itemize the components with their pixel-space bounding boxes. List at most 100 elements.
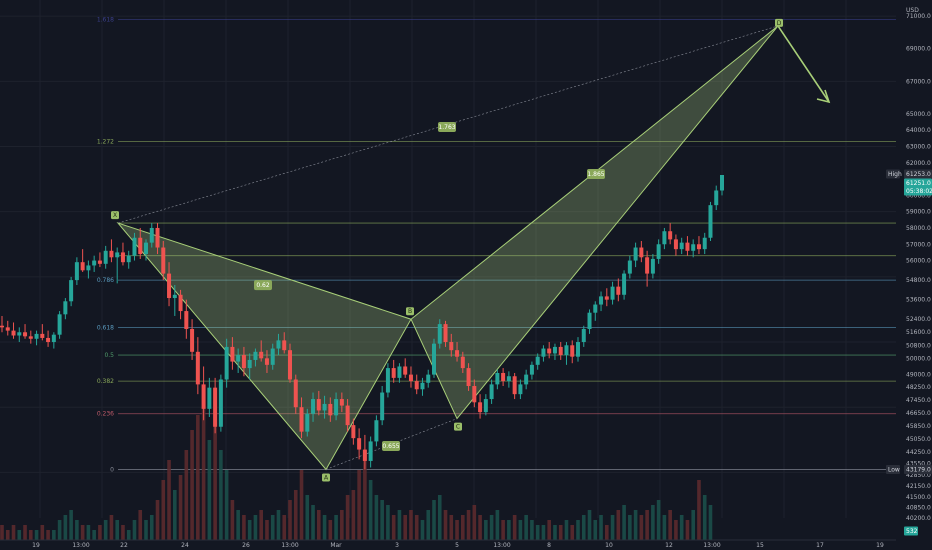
volume-bar: [674, 520, 678, 540]
volume-bar: [282, 515, 287, 540]
volume-bar: [86, 525, 91, 540]
candle-body: [656, 244, 661, 259]
pattern-ratio-badge: [254, 280, 272, 291]
candle-body: [357, 438, 362, 450]
volume-bar: [242, 515, 246, 540]
volume-bar: [173, 490, 177, 540]
candle-body: [299, 407, 304, 432]
volume-bar: [409, 510, 413, 540]
time-tick-label: 10: [605, 542, 613, 549]
price-axis[interactable]: USD 71000.0 69000.0 67000.0 65000.0 64000.0 6…: [898, 0, 932, 550]
volume-bar: [461, 515, 465, 540]
candle-body: [288, 350, 292, 380]
pattern-ratio-label: 0.62: [256, 282, 270, 289]
candle-body: [5, 327, 10, 331]
price-tick-label: 45050.0: [906, 436, 931, 443]
candle-body: [593, 304, 598, 313]
pattern-point-x: X: [113, 212, 117, 219]
volume-bar: [633, 510, 638, 540]
volume-bar: [345, 495, 350, 540]
candle-body: [432, 343, 436, 375]
candle-body: [501, 372, 506, 382]
candle-body: [109, 250, 114, 258]
candle-body: [616, 286, 621, 295]
candle-body: [472, 386, 477, 403]
candle-body: [144, 242, 148, 255]
time-tick-label: 19: [876, 542, 884, 549]
candle-body: [489, 384, 494, 400]
candle-body: [0, 325, 4, 328]
candle-body: [120, 252, 125, 263]
price-tick-label: 60000.0: [906, 192, 931, 199]
time-tick-label: Mar: [330, 542, 342, 549]
candle-body: [311, 399, 316, 414]
volume-bar: [524, 515, 528, 540]
candle-body: [316, 399, 321, 411]
candle-body: [599, 296, 604, 305]
candle-body: [167, 273, 172, 299]
volume-bar: [34, 530, 39, 540]
candle-body: [270, 348, 275, 365]
volume-bar: [63, 515, 68, 540]
fib-level-label: 0.618: [97, 324, 114, 331]
candle-body: [92, 260, 97, 266]
volume-bar: [432, 500, 436, 540]
price-tick-label: 62000.0: [906, 160, 931, 167]
candle-body: [207, 387, 212, 409]
volume-bar: [697, 480, 701, 540]
low-value: 43179.0: [906, 466, 931, 473]
price-tick-label: 59000.0: [906, 209, 931, 216]
candle-body: [46, 337, 51, 343]
time-tick-label: 13:00: [493, 542, 510, 549]
candle-body: [345, 405, 350, 426]
candle-body: [236, 355, 241, 362]
candle-body: [708, 205, 713, 238]
volume-bar: [17, 530, 22, 540]
candle-body: [478, 402, 483, 413]
candle-body: [149, 227, 154, 243]
candle-body: [570, 345, 575, 357]
volume-bar: [259, 510, 263, 540]
candle-body: [506, 376, 511, 382]
time-tick-label: 13:00: [72, 542, 89, 549]
price-tick-label: 52400.0: [906, 316, 931, 323]
volume-bar: [391, 515, 396, 540]
time-tick-label: 22: [120, 542, 128, 549]
pattern-triangle-bcd[interactable]: [410, 25, 779, 420]
volume-bar: [426, 510, 431, 540]
candle-body: [368, 441, 373, 461]
time-axis[interactable]: 19 13:00 22 24 26 13:00 Mar 3 5 13:00 8 10 12 13:00 15…: [0, 539, 896, 549]
price-tick-label: 54800.0: [906, 277, 931, 284]
volume-bar: [155, 500, 160, 540]
candle-body: [259, 351, 264, 359]
current-price-bg: [904, 178, 932, 188]
volume-bar: [161, 480, 166, 540]
volume-bar: [167, 460, 171, 540]
candle-body: [247, 359, 252, 369]
candle-body: [17, 332, 22, 336]
candle-body: [645, 257, 650, 274]
volume-bar: [230, 500, 235, 540]
candle-body: [155, 227, 160, 248]
pattern-ac-line: [325, 418, 458, 470]
pattern-point-b: B: [408, 308, 412, 315]
volume-bar: [115, 520, 119, 540]
price-tick-label: 43550.0: [906, 460, 931, 467]
volume-bar: [495, 510, 500, 540]
volume-bar: [553, 525, 557, 540]
price-tick-label: 40850.0: [906, 504, 931, 511]
price-tick-label: 49000.0: [906, 372, 931, 379]
candle-body: [604, 296, 609, 300]
volume-bar: [576, 520, 580, 540]
pattern-point-c: C: [456, 424, 460, 431]
volume-bar: [46, 530, 50, 540]
candle-body: [374, 420, 379, 442]
volume-bar: [109, 515, 114, 540]
price-tick-label: 65000.0: [906, 111, 931, 118]
volume-bar: [23, 525, 27, 540]
volume-bar: [587, 510, 592, 540]
candle-body: [581, 328, 586, 343]
volume-bar: [628, 515, 632, 540]
time-tick-label: 8: [547, 542, 551, 549]
